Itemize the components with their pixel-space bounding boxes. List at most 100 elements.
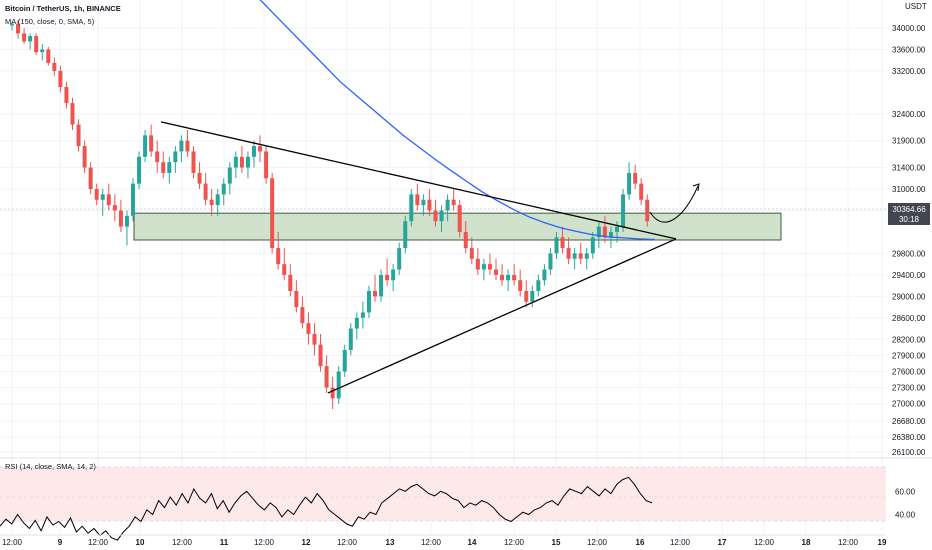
candle-body [342,350,347,372]
time-tick-label: 12:00 [587,538,608,547]
time-tick-label: 12:00 [88,538,109,547]
candle-body [560,237,565,249]
candle-body [258,146,263,152]
candle-body [627,172,632,195]
price-badge[interactable] [888,203,930,225]
candle-body [566,248,571,259]
time-tick-label: 12:00 [754,538,775,547]
candle-body [209,199,214,206]
time-tick-label: 12:00 [254,538,275,547]
ma-150-line [259,0,656,241]
price-tick-label: 29000.00 [892,292,926,301]
candle-body [379,274,384,297]
candle-body [615,226,619,232]
candle-body [185,140,190,152]
candle-body [294,290,299,308]
candle-body [252,146,256,157]
time-tick-label: 9 [58,538,63,547]
candle-body [34,36,39,53]
time-tick-label: 12:00 [670,538,691,547]
candle-body [602,226,607,238]
price-badge-timer: 30:18 [899,215,920,224]
candle-body [28,36,33,42]
price-tick-label: 32400.00 [892,110,926,119]
rsi-tick-label: 60.00 [895,487,916,496]
candle-body [137,156,142,184]
time-tick-label: 12 [302,538,311,547]
time-tick-label: 13 [386,538,395,547]
time-tick-label: 16 [636,538,645,547]
candle-body [318,344,323,367]
candle-body [239,156,244,168]
candle-body [354,317,359,329]
candle-body [373,290,377,297]
price-tick-label: 27600.00 [892,367,926,376]
candle-body [415,194,420,206]
candle-body [155,151,160,163]
candle-body [536,280,541,291]
candle-body [481,264,486,270]
lower-trendline[interactable] [327,238,677,394]
candle-body [608,231,613,238]
candle-body [161,162,166,173]
candle-body [348,328,353,351]
candle-body [149,135,154,152]
candle-body [245,156,250,168]
rsi-overbought-band [0,467,886,521]
candle-body [385,274,390,281]
candle-body [500,274,505,281]
price-tick-label: 31900.00 [892,137,926,146]
candle-body [124,215,129,227]
candle-body [300,307,305,324]
symbol-title[interactable]: Bitcoin / TetherUS, 1h, BINANCE [5,4,121,13]
projection-arrow-curve[interactable] [649,185,699,223]
candle-body [506,274,511,281]
candle-body [52,62,57,71]
candle-body [427,199,432,211]
candle-body [270,178,275,249]
price-tick-label: 28200.00 [892,335,926,344]
candle-body [469,248,474,259]
candle-body [94,189,99,200]
price-tick-label: 31400.00 [892,164,926,173]
candle-body [645,199,650,222]
candle-body [76,124,81,147]
candle-body [639,183,644,200]
time-tick-label: 14 [468,538,477,547]
price-tick-label: 29400.00 [892,271,926,280]
candle-body [445,199,450,211]
support-zone [133,212,782,241]
ma-indicator-label[interactable]: MA (150, close, 0, SMA, 5) [5,17,95,26]
time-tick-label: 12:00 [337,538,358,547]
price-tick-label: 26680.00 [892,417,926,426]
upper-trendline[interactable] [160,121,677,240]
candle-body [10,23,14,26]
candle-body [324,366,329,388]
candle-body [112,205,117,211]
candle-body [621,194,626,227]
candle-body [330,387,335,399]
candle-body [366,290,371,313]
candle-body [457,205,462,232]
candle-body [203,183,208,200]
candle-body [143,135,148,157]
candle-body [397,248,402,270]
time-tick-label: 12:00 [172,538,193,547]
candles-layer [10,19,650,410]
candle-body [512,274,517,281]
price-axis[interactable]: 34000.00 33600.00 33200.00 32400.00 31900.00… [892,24,926,457]
candle-body [336,371,341,399]
price-tick-label: 29800.00 [892,249,926,258]
rsi-line [0,476,653,541]
candle-body [282,264,287,275]
rsi-label[interactable]: RSI (14, close, SMA, 14, 2) [5,462,96,471]
candle-body [403,221,408,249]
candle-body [167,162,172,173]
candle-body [233,156,238,168]
time-axis[interactable]: 12:00 9 12:00 10 12:00 11 12:00 12 12:00 13 12:00 1… [2,538,887,547]
candle-body [463,231,468,249]
time-tick-label: 11 [220,538,229,547]
rsi-axis: 60.00 40.00 [895,487,916,519]
time-tick-label: 10 [136,538,145,547]
